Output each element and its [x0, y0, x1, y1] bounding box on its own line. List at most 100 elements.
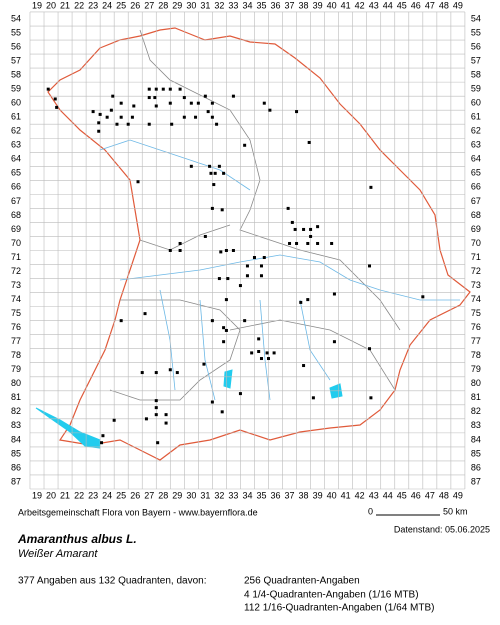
col-label: 34 — [242, 490, 252, 500]
row-label: 74 — [471, 294, 481, 304]
col-label: 26 — [130, 490, 140, 500]
record-dot — [290, 220, 294, 224]
grid-labels: 19 19 20 20 21 21 22 22 23 23 24 24 25 25 26 26 27 27 28 28… — [11, 0, 481, 500]
record-dot — [311, 396, 315, 400]
col-label: 22 — [74, 490, 84, 500]
record-dot — [208, 164, 212, 168]
record-dot — [368, 264, 372, 268]
record-dot — [203, 94, 207, 98]
lake — [35, 369, 343, 449]
record-dot — [168, 101, 172, 105]
row-label: 83 — [471, 420, 481, 430]
record-dot — [222, 326, 226, 330]
scale-bar: 0 50 km — [368, 506, 468, 516]
col-label: 39 — [313, 490, 323, 500]
record-dot — [55, 105, 59, 109]
record-dot — [286, 206, 290, 210]
col-label: 45 — [397, 0, 407, 10]
row-label: 65 — [471, 168, 481, 178]
record-dot — [257, 337, 261, 341]
row-label: 69 — [471, 224, 481, 234]
row-label: 84 — [471, 434, 481, 444]
record-dot — [238, 392, 242, 396]
record-dot — [265, 351, 269, 355]
col-label: 49 — [453, 0, 463, 10]
col-label: 42 — [355, 0, 365, 10]
record-dot — [369, 396, 373, 400]
row-label: 82 — [11, 406, 21, 416]
record-dot — [369, 185, 373, 189]
record-dot — [147, 96, 151, 100]
col-label: 29 — [172, 0, 182, 10]
col-label: 43 — [369, 490, 379, 500]
col-label: 41 — [341, 490, 351, 500]
record-dot — [217, 164, 221, 168]
row-label: 58 — [11, 69, 21, 79]
col-label: 39 — [313, 0, 323, 10]
col-label: 38 — [299, 490, 309, 500]
district-border — [109, 29, 401, 401]
col-label: 44 — [383, 490, 393, 500]
records — [46, 87, 425, 445]
row-label: 71 — [11, 252, 21, 262]
record-dot — [213, 171, 217, 175]
record-dot — [161, 87, 165, 91]
scale-start: 0 — [368, 506, 373, 516]
row-label: 76 — [471, 322, 481, 332]
col-label: 23 — [88, 0, 98, 10]
record-dot — [178, 241, 182, 245]
record-dot — [368, 347, 372, 351]
record-dot — [330, 241, 334, 245]
record-dot — [210, 319, 214, 323]
row-label: 63 — [471, 140, 481, 150]
record-dot — [293, 227, 297, 231]
row-label: 64 — [11, 154, 21, 164]
col-label: 24 — [102, 0, 112, 10]
col-label: 24 — [102, 490, 112, 500]
row-label: 86 — [11, 462, 21, 472]
record-dot — [130, 115, 134, 119]
record-dot — [302, 364, 306, 368]
record-dot — [210, 101, 214, 105]
record-dot — [295, 110, 299, 114]
col-label: 35 — [256, 490, 266, 500]
record-dot — [178, 248, 182, 252]
record-dot — [97, 129, 101, 133]
col-label: 25 — [116, 0, 126, 10]
row-label: 54 — [11, 13, 21, 23]
record-dot — [147, 122, 151, 126]
record-dot — [203, 234, 207, 238]
row-label: 59 — [11, 84, 21, 94]
record-dot — [144, 417, 148, 421]
common-name: Weißer Amarant — [18, 548, 98, 560]
col-label: 31 — [200, 0, 210, 10]
record-dot — [220, 410, 224, 414]
record-dot — [210, 115, 214, 119]
row-label: 56 — [11, 41, 21, 51]
col-label: 45 — [397, 490, 407, 500]
stats-summary: 377 Angaben aus 132 Quadranten, davon: — [18, 576, 207, 587]
record-dot — [209, 171, 213, 175]
record-dot — [243, 143, 247, 147]
record-dot — [175, 371, 179, 375]
record-dot — [119, 115, 123, 119]
row-label: 62 — [471, 126, 481, 136]
record-dot — [126, 122, 130, 126]
record-dot — [98, 112, 102, 116]
record-dot — [156, 441, 160, 445]
record-dot — [111, 94, 115, 98]
record-dot — [154, 406, 158, 410]
record-dot — [143, 312, 147, 316]
record-dot — [119, 319, 123, 323]
row-label: 62 — [11, 126, 21, 136]
row-label: 73 — [471, 280, 481, 290]
record-dot — [154, 413, 158, 417]
col-label: 41 — [341, 0, 351, 10]
record-dot — [119, 101, 123, 105]
scale-end: 50 km — [443, 506, 468, 516]
record-dot — [316, 241, 320, 245]
col-label: 43 — [369, 0, 379, 10]
row-label: 64 — [471, 154, 481, 164]
row-label: 68 — [471, 210, 481, 220]
record-dot — [316, 225, 320, 229]
